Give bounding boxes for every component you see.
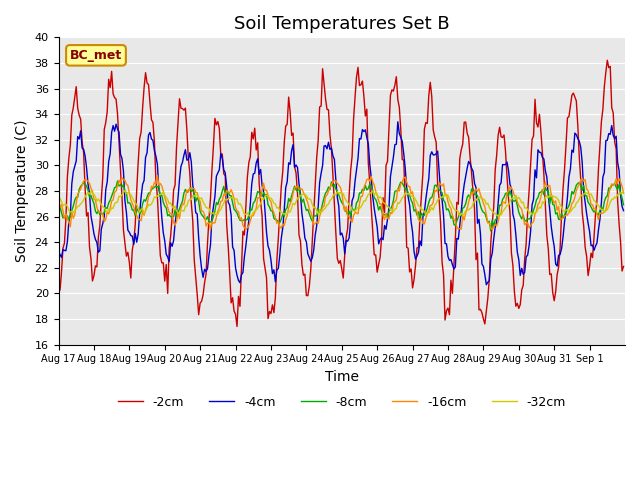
-4cm: [545, 192, 552, 198]
Title: Soil Temperatures Set B: Soil Temperatures Set B: [234, 15, 449, 33]
-32cm: [545, 194, 552, 200]
-4cm: [459, 193, 467, 199]
-8cm: [114, 178, 122, 184]
-2cm: [92, 263, 99, 269]
-32cm: [348, 207, 356, 213]
-16cm: [348, 219, 356, 225]
-4cm: [618, 204, 626, 209]
-16cm: [207, 227, 214, 233]
-2cm: [604, 58, 611, 63]
Line: -4cm: -4cm: [58, 122, 623, 285]
-8cm: [74, 194, 81, 200]
-16cm: [545, 183, 552, 189]
Line: -8cm: -8cm: [58, 181, 623, 231]
-8cm: [347, 213, 355, 219]
-8cm: [618, 195, 626, 201]
-2cm: [74, 106, 81, 111]
-32cm: [121, 188, 129, 193]
Y-axis label: Soil Temperature (C): Soil Temperature (C): [15, 120, 29, 262]
-4cm: [483, 282, 490, 288]
-16cm: [74, 191, 81, 197]
-16cm: [54, 198, 62, 204]
-4cm: [54, 249, 62, 254]
-16cm: [620, 190, 627, 196]
-32cm: [460, 211, 468, 217]
-2cm: [620, 264, 627, 269]
-16cm: [618, 183, 626, 189]
-8cm: [92, 208, 99, 214]
-16cm: [460, 217, 468, 223]
-4cm: [620, 208, 627, 214]
Legend: -2cm, -4cm, -8cm, -16cm, -32cm: -2cm, -4cm, -8cm, -16cm, -32cm: [113, 391, 571, 414]
-2cm: [618, 268, 626, 274]
-32cm: [74, 204, 81, 209]
-4cm: [394, 119, 402, 125]
X-axis label: Time: Time: [324, 370, 359, 384]
-8cm: [54, 206, 62, 212]
-2cm: [459, 141, 467, 147]
-32cm: [620, 191, 627, 196]
-2cm: [347, 168, 355, 174]
-8cm: [459, 205, 467, 211]
-8cm: [620, 202, 627, 208]
-32cm: [246, 214, 254, 219]
-16cm: [92, 197, 99, 203]
-32cm: [92, 194, 99, 200]
Text: BC_met: BC_met: [70, 49, 122, 62]
-32cm: [618, 190, 626, 195]
-32cm: [54, 193, 62, 199]
Line: -32cm: -32cm: [58, 191, 623, 216]
Line: -16cm: -16cm: [58, 176, 623, 230]
-2cm: [233, 324, 241, 329]
-8cm: [487, 228, 495, 234]
-2cm: [543, 233, 550, 239]
-16cm: [154, 173, 161, 179]
-8cm: [545, 188, 552, 194]
-2cm: [54, 286, 62, 292]
-4cm: [74, 133, 81, 139]
-4cm: [92, 237, 99, 242]
Line: -2cm: -2cm: [58, 60, 623, 326]
-4cm: [346, 235, 353, 240]
